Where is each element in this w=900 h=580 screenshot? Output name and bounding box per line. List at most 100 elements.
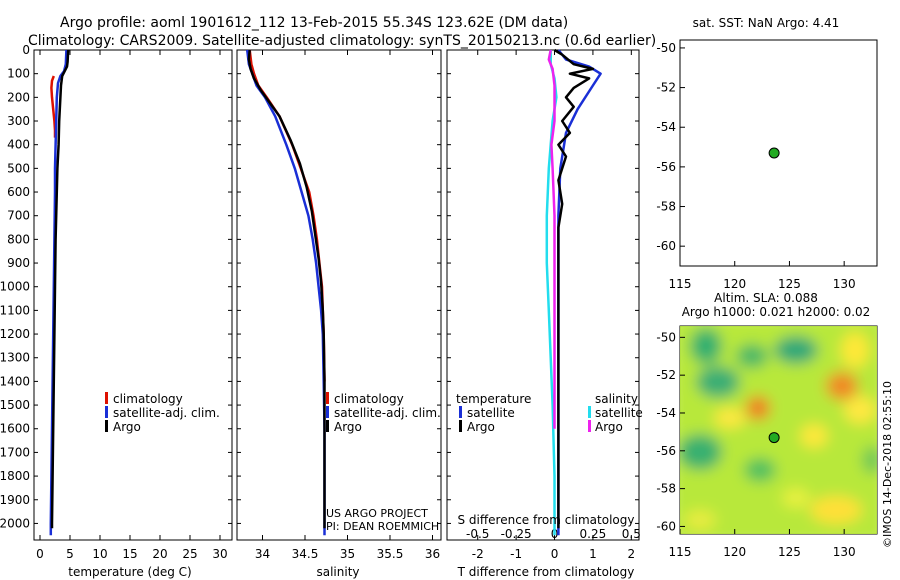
temperature-legend: climatology satellite-adj. clim. Argo xyxy=(105,392,220,434)
legend-title-temperature: temperature xyxy=(456,392,531,406)
salinity-depth-ticks xyxy=(237,49,441,524)
legend-swatch-s-satellite xyxy=(588,406,591,418)
depth-tick-label: 500 xyxy=(7,161,30,175)
sla-heatmap xyxy=(680,326,877,534)
salinity-lines xyxy=(245,49,326,536)
sst-map-argo-position xyxy=(768,147,780,159)
s-difference-tick-label: 0.5 xyxy=(622,527,641,541)
longitude-tick-label: 130 xyxy=(833,277,856,291)
depth-tick-label: 1000 xyxy=(0,280,30,294)
x-tick-label: 10 xyxy=(92,547,107,561)
sla-map-title-line1: Altim. SLA: 0.088 xyxy=(714,291,818,305)
t-difference-xlabel: T difference from climatology xyxy=(457,565,635,579)
x-tick-label: 20 xyxy=(152,547,167,561)
sla-map-panel: Altim. SLA: 0.088 Argo h1000: 0.021 h200… xyxy=(656,291,878,559)
difference-legend: temperature satellite Argo salinity sate… xyxy=(456,392,643,434)
depth-tick-label: 1800 xyxy=(0,469,30,483)
difference-lines xyxy=(545,48,602,536)
legend-swatch-climatology xyxy=(326,392,329,404)
depth-tick-label: 1900 xyxy=(0,493,30,507)
legend-swatch-climatology xyxy=(105,392,108,404)
x-tick-label: 5 xyxy=(66,547,74,561)
depth-tick-label: 800 xyxy=(7,232,30,246)
title-line1: Argo profile: aoml 1901612_112 13-Feb-20… xyxy=(60,15,568,31)
latitude-tick-label: -56 xyxy=(656,444,676,458)
series-line-temperature-argo xyxy=(553,48,595,529)
t-difference-axis: -2 -1 0 1 2 xyxy=(472,50,635,561)
series-line-argo xyxy=(50,49,70,529)
legend-label-climatology: climatology xyxy=(334,392,404,406)
sla-map-argo-position xyxy=(768,432,780,444)
latitude-tick-label: -50 xyxy=(656,41,676,55)
depth-axis: 0 100 200 300 400 500 600 700 800 900 1000 1100 1200… xyxy=(0,43,232,530)
temperature-axis: 0 5 10 15 20 25 30 xyxy=(36,50,228,561)
depth-tick-label: 1600 xyxy=(0,422,30,436)
longitude-tick-label: 120 xyxy=(723,545,746,559)
x-tick-label: 35.5 xyxy=(377,547,404,561)
watermark: ©IMOS 14-Dec-2018 02:55:10 xyxy=(881,381,894,548)
depth-tick-label: 1200 xyxy=(0,327,30,341)
x-tick-label: 36 xyxy=(425,547,440,561)
x-tick-label: 34.5 xyxy=(292,547,319,561)
legend-swatch-satellite xyxy=(105,406,108,418)
temperature-axes-frame xyxy=(33,49,233,541)
sst-map-panel: sat. SST: NaN Argo: 4.41 115 120 125 130 -50… xyxy=(656,16,878,291)
salinity-axes-frame xyxy=(236,49,442,541)
longitude-tick-label: 125 xyxy=(778,545,801,559)
legend-swatch-argo xyxy=(326,420,329,432)
salinity-xlabel: salinity xyxy=(316,565,359,579)
depth-tick-label: 600 xyxy=(7,185,30,199)
x-tick-label: 30 xyxy=(212,547,227,561)
latitude-tick-label: -60 xyxy=(656,239,676,253)
x-tick-label: 25 xyxy=(182,547,197,561)
legend-swatch-t-satellite xyxy=(459,406,462,418)
x-tick-label: 0 xyxy=(36,547,44,561)
legend-label-satellite: satellite-adj. clim. xyxy=(334,406,441,420)
difference-panel: -2 -1 0 1 2 -0.5 -0.25 0 0.25 0.5 S difference f… xyxy=(446,48,643,579)
legend-label-s-satellite: satellite xyxy=(595,406,643,420)
depth-tick-label: 1100 xyxy=(0,303,30,317)
sst-map-axes: 115 120 125 130 -50 -52 -54 -56 -58 -60 xyxy=(656,41,855,291)
s-difference-tick-label: -0.25 xyxy=(501,527,532,541)
s-difference-tick-label: 0.25 xyxy=(580,527,607,541)
s-difference-xlabel: S difference from climatology xyxy=(458,513,635,527)
argo-position-marker xyxy=(768,432,780,444)
difference-axes-frame xyxy=(446,49,640,541)
x-tick-label: 0 xyxy=(551,547,559,561)
depth-tick-label: 900 xyxy=(7,256,30,270)
sla-map-axes: 115 120 125 130 -50 -52 -54 -56 -58 -60 xyxy=(656,330,855,559)
series-line-argo xyxy=(247,49,326,529)
temperature-xlabel: temperature (deg C) xyxy=(68,565,191,579)
depth-tick-label: 1300 xyxy=(0,351,30,365)
temperature-panel: 0100200300400500600700800900100011001200… xyxy=(0,43,233,579)
legend-label-satellite: satellite-adj. clim. xyxy=(113,406,220,420)
sla-map-title-line2: Argo h1000: 0.021 h2000: 0.02 xyxy=(682,305,871,319)
s-difference-tick-label: -0.5 xyxy=(466,527,489,541)
legend-label-s-argo: Argo xyxy=(595,420,623,434)
depth-tick-label: 300 xyxy=(7,114,30,128)
legend-swatch-t-argo xyxy=(459,420,462,432)
depth-tick-label: 1700 xyxy=(0,445,30,459)
sst-map-title: sat. SST: NaN Argo: 4.41 xyxy=(693,16,840,30)
longitude-tick-label: 130 xyxy=(833,545,856,559)
longitude-tick-label: 115 xyxy=(669,277,692,291)
latitude-tick-label: -54 xyxy=(656,120,676,134)
depth-tick-label: 1500 xyxy=(0,398,30,412)
legend-swatch-satellite xyxy=(326,406,329,418)
x-tick-label: 15 xyxy=(122,547,137,561)
title-line2: Climatology: CARS2009. Satellite-adjuste… xyxy=(28,33,656,49)
x-tick-label: 35 xyxy=(340,547,355,561)
legend-label-t-satellite: satellite xyxy=(467,406,515,420)
longitude-tick-label: 125 xyxy=(778,277,801,291)
difference-depth-ticks xyxy=(447,49,639,524)
depth-tick-label: 1400 xyxy=(0,374,30,388)
latitude-tick-label: -58 xyxy=(656,482,676,496)
project-annotation: US ARGO PROJECT xyxy=(326,507,428,520)
salinity-legend: climatology satellite-adj. clim. Argo xyxy=(326,392,441,434)
depth-tick-label: 200 xyxy=(7,90,30,104)
latitude-tick-label: -52 xyxy=(656,81,676,95)
salinity-axis: 34 34.5 35 35.5 36 xyxy=(255,50,440,561)
depth-tick-label: 100 xyxy=(7,67,30,81)
longitude-tick-label: 115 xyxy=(669,545,692,559)
